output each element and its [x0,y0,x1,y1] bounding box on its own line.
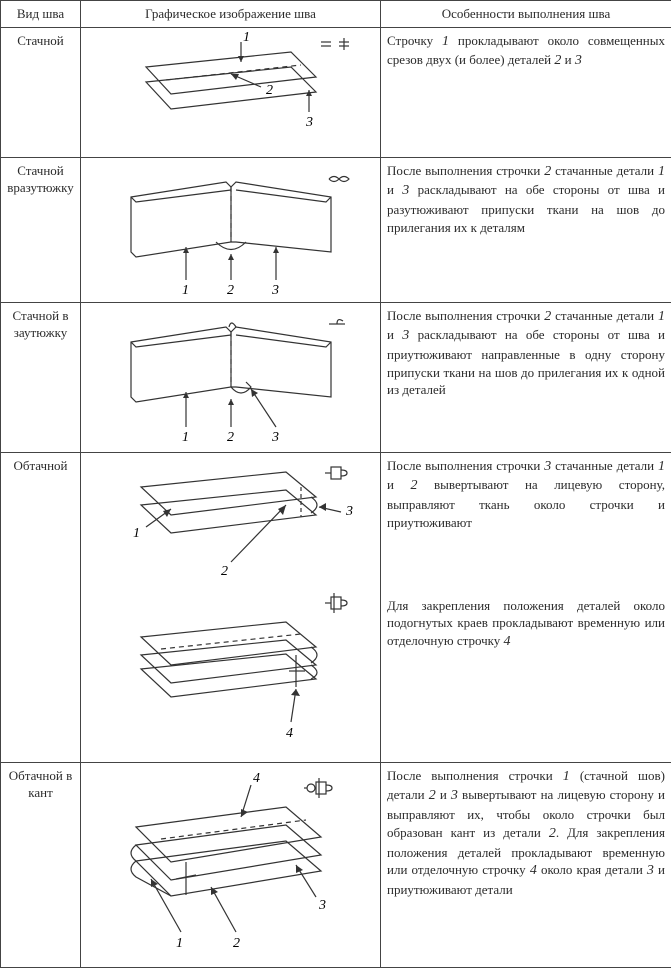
seam-name: Обтачной в кант [1,762,81,967]
table-row: Стачной в заутюжку [1,302,671,452]
diagram-label: 2 [233,936,240,951]
diagram-obtachnoi-kant: 4 1 2 3 [91,767,371,962]
ref-num: 1 [442,34,449,49]
table-row: Стачной [1,27,671,157]
seam-desc: Строчку 1 прокладывают около совмещенных… [381,27,671,157]
header-row: Вид шва Графическое изображение шва Особ… [1,1,671,28]
diagram-cell: 1 2 3 [81,302,381,452]
diagram-stachnoi: 1 2 3 [91,32,371,152]
seam-desc: После выполнения строчки 3 стачанные дет… [381,452,671,762]
diagram-cell: 1 2 3 [81,157,381,302]
diagram-vrazutyuzhku: 1 2 3 [91,162,371,297]
diagram-cell: 1 2 3 4 [81,452,381,762]
diagram-label: 3 [271,283,279,297]
diagram-obtachnoi: 1 2 3 4 [91,457,371,757]
header-col1: Вид шва [1,1,81,28]
diagram-cell: 4 1 2 3 [81,762,381,967]
header-col2: Графическое изображение шва [81,1,381,28]
diagram-label: 3 [305,115,313,130]
seam-desc: После выполнения строчки 2 стачанные дет… [381,302,671,452]
diagram-label: 3 [271,430,279,445]
table-row: Стачной вразутюжку [1,157,671,302]
diagram-label: 3 [318,898,326,913]
ref-num: 2 [554,53,561,68]
diagram-label: 2 [266,83,273,98]
diagram-label: 1 [182,283,189,297]
diagram-label: 3 [345,504,353,519]
diagram-label: 2 [221,564,228,579]
seam-desc: После выполнения строчки 1 (стачной шов)… [381,762,671,967]
diagram-zautyuzhku: 1 2 3 [91,307,371,447]
header-col3: Особенности выполнения шва [381,1,671,28]
diagram-label: 1 [133,526,140,541]
seam-name: Стачной [1,27,81,157]
seams-table: Вид шва Графическое изображение шва Особ… [0,0,671,968]
diagram-label: 1 [243,32,250,45]
seam-name: Обтачной [1,452,81,762]
seam-name: Стачной в заутюжку [1,302,81,452]
diagram-label: 2 [227,283,234,297]
diagram-label: 4 [286,726,293,741]
diagram-label: 2 [227,430,234,445]
table-row: Обтачной [1,452,671,762]
seam-name: Стачной вразутюжку [1,157,81,302]
table-row: Обтачной в кант [1,762,671,967]
diagram-label: 4 [253,771,260,786]
seam-desc: После выполнения строчки 2 стачанные дет… [381,157,671,302]
diagram-label: 1 [176,936,183,951]
ref-num: 3 [575,53,582,68]
diagram-cell: 1 2 3 [81,27,381,157]
diagram-label: 1 [182,430,189,445]
